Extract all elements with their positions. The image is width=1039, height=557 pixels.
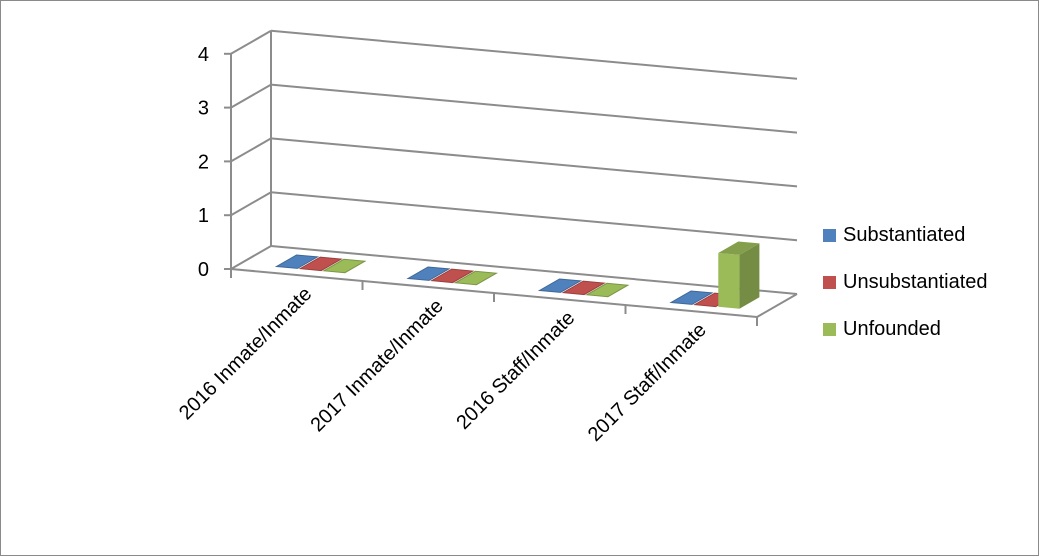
- gridline-4: [270, 29, 798, 80]
- bar-2-1: [298, 256, 343, 272]
- y-tick-label-3: 3: [198, 98, 209, 120]
- legend-item-unfounded: Unfounded: [823, 317, 988, 341]
- gridline-3: [270, 83, 798, 134]
- grid-side-4: [230, 29, 272, 55]
- bar-3-4-top: [718, 241, 760, 255]
- y-tick-label-2: 2: [198, 151, 209, 173]
- bar-1-1: [274, 254, 320, 269]
- x-tick-label: 2017 Staff/Inmate: [584, 319, 711, 446]
- x-tick-label: 2016 Inmate/Inmate: [175, 283, 316, 424]
- y-tick-label-1: 1: [198, 205, 209, 227]
- x-tick-label: 2016 Staff/Inmate: [452, 307, 579, 434]
- bar-3-4: [718, 253, 740, 309]
- gridline-0: [270, 245, 798, 295]
- y-tick-label-4: 4: [198, 44, 209, 66]
- x-tick-label: 2017 Inmate/Inmate: [306, 295, 447, 436]
- legend-label-substantiated: Substantiated: [843, 223, 966, 246]
- floor-right-edge: [756, 293, 798, 318]
- bar-1-2: [406, 266, 451, 281]
- legend-label-unsubstantiated: Unsubstantiated: [843, 270, 988, 293]
- legend-item-unsubstantiated: Unsubstantiated: [823, 270, 988, 294]
- grid-side-3: [230, 83, 272, 109]
- legend-item-substantiated: Substantiated: [823, 223, 988, 247]
- grid-side-0: [230, 245, 272, 270]
- gridline-2: [270, 137, 798, 188]
- legend: Substantiated Unsubstantiated Unfounded: [823, 223, 988, 364]
- bar-3-1: [322, 258, 367, 274]
- grid-side-2: [230, 137, 272, 163]
- legend-swatch-substantiated: [823, 228, 836, 242]
- bar-1-3: [537, 278, 583, 293]
- bar-2-3: [561, 280, 606, 296]
- bar-1-4: [669, 290, 714, 305]
- y-tick-label-0: 0: [198, 259, 209, 281]
- gridline-1: [270, 191, 798, 242]
- bar-2-2: [430, 268, 475, 284]
- legend-swatch-unsubstantiated: [823, 275, 836, 289]
- grid-side-1: [230, 191, 272, 217]
- bar-3-4-side: [739, 243, 760, 309]
- bar-3-2: [453, 270, 499, 286]
- legend-label-unfounded: Unfounded: [843, 317, 941, 340]
- legend-swatch-unfounded: [823, 322, 836, 336]
- bar-3-3: [585, 282, 630, 298]
